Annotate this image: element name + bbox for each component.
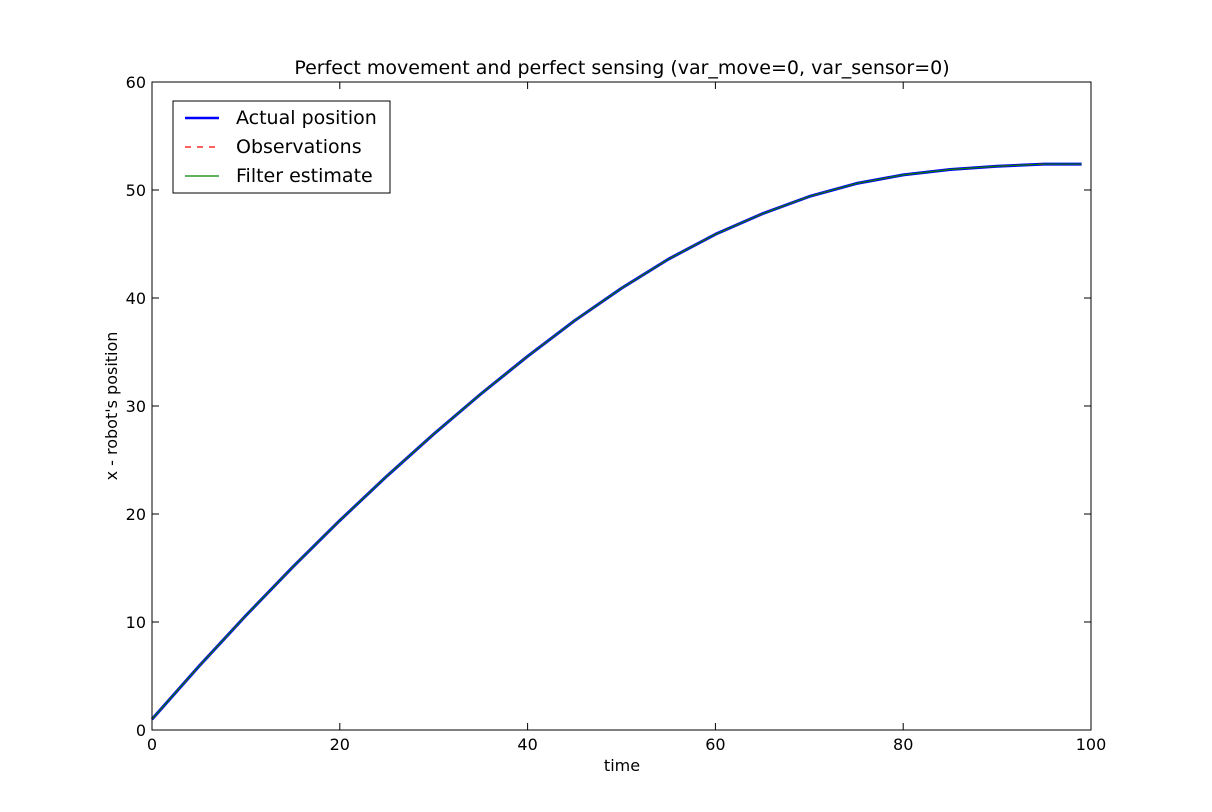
- legend-label-actual-position: Actual position: [236, 107, 377, 129]
- y-tick-label: 0: [136, 721, 146, 740]
- y-axis-label: x - robot's position: [102, 332, 121, 481]
- series-line-filter-estimate: [151, 163, 1082, 720]
- y-tick-label: 60: [126, 73, 146, 92]
- y-tick-label: 20: [126, 505, 146, 524]
- x-tick-label: 100: [1076, 735, 1107, 754]
- ticks-layer: 0 20 40 60 80 100 0 10 20 30 40 50 60: [126, 73, 1107, 754]
- y-tick-label: 50: [126, 181, 146, 200]
- y-tick-label: 40: [126, 289, 146, 308]
- x-tick-label: 80: [893, 735, 913, 754]
- legend-label-observations: Observations: [236, 136, 362, 158]
- series-layer: [150, 162, 1082, 721]
- y-tick-label: 30: [126, 397, 146, 416]
- chart-title: Perfect movement and perfect sensing (va…: [294, 57, 949, 79]
- y-tick-label: 10: [126, 613, 146, 632]
- x-tick-label: 60: [705, 735, 725, 754]
- x-tick-label: 40: [517, 735, 537, 754]
- x-axis-label: time: [604, 756, 640, 775]
- legend: Actual position Observations Filter esti…: [172, 100, 391, 194]
- legend-label-filter-estimate: Filter estimate: [236, 165, 373, 187]
- x-tick-label: 0: [147, 735, 157, 754]
- x-tick-label: 20: [330, 735, 350, 754]
